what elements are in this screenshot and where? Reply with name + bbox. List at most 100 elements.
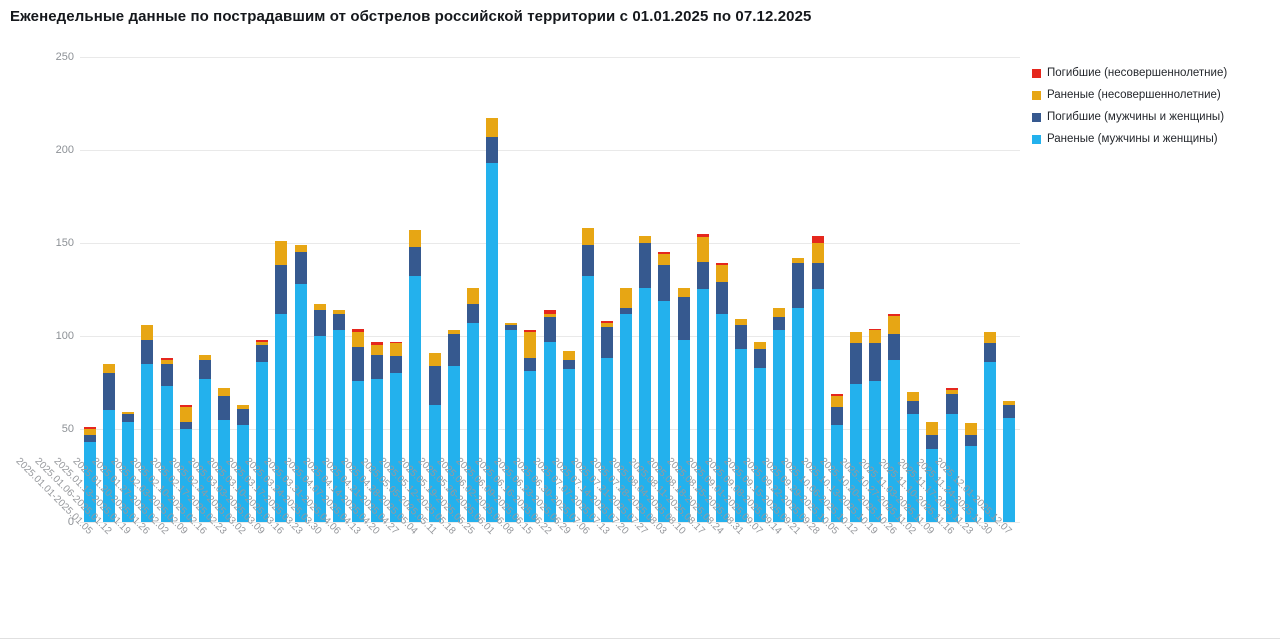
bar-segment[interactable] [888,334,901,361]
legend-item[interactable]: Погибшие (несовершеннолетние) [1032,62,1227,84]
bar-segment[interactable] [581,244,594,277]
bar-segment[interactable] [888,360,901,522]
bar-segment[interactable] [715,313,728,522]
bar-segment[interactable] [600,321,613,323]
bar-segment[interactable] [543,317,556,342]
bar-2025.01.13-2025.01.19[interactable] [122,412,135,522]
bar-segment[interactable] [237,404,250,409]
bar-segment[interactable] [696,289,709,522]
bar-segment[interactable] [677,287,690,297]
bar-segment[interactable] [926,421,939,435]
bar-2025.04.07-2025.04.13[interactable] [352,328,365,522]
bar-segment[interactable] [983,332,996,344]
bar-2025.01.20-2025.01.26[interactable] [141,324,154,522]
bar-segment[interactable] [486,136,499,164]
bar-segment[interactable] [218,419,231,522]
bar-segment[interactable] [639,287,652,522]
bar-segment[interactable] [198,360,211,379]
bar-segment[interactable] [313,309,326,336]
bar-segment[interactable] [237,408,250,426]
bar-2025.07.21-2025.07.27[interactable] [639,235,652,522]
bar-segment[interactable] [715,265,728,283]
bar-segment[interactable] [428,365,441,405]
bar-segment[interactable] [505,322,518,325]
bar-2025.02.17-2025.02.23[interactable] [218,388,231,522]
bar-segment[interactable] [734,349,747,522]
bar-segment[interactable] [658,300,671,522]
bar-segment[interactable] [505,324,518,331]
bar-segment[interactable] [696,233,709,238]
bar-segment[interactable] [160,363,173,387]
bar-segment[interactable] [543,341,556,522]
bar-segment[interactable] [122,414,135,422]
bar-segment[interactable] [945,414,958,522]
bar-2025.06.23-2025.06.29[interactable] [562,350,575,522]
bar-2025.03.03-2025.03.09[interactable] [256,339,269,522]
bar-2025.03.10-2025.03.16[interactable] [275,241,288,522]
bar-segment[interactable] [1003,401,1015,405]
bar-segment[interactable] [486,118,499,137]
bar-segment[interactable] [620,308,633,314]
bar-segment[interactable] [313,335,326,522]
bar-2025.02.10-2025.02.16[interactable] [198,354,211,522]
bar-segment[interactable] [141,339,154,364]
bar-2025.11.24-2025.11.30[interactable] [983,332,996,522]
bar-segment[interactable] [294,244,307,253]
bar-segment[interactable] [447,330,460,335]
bar-2025.12.01-2025.12.07[interactable] [1003,401,1015,522]
bar-segment[interactable] [160,360,173,364]
bar-2025.08.04-2025.08.10[interactable] [677,287,690,522]
bar-segment[interactable] [160,386,173,522]
bar-segment[interactable] [84,427,96,429]
bar-segment[interactable] [390,373,403,522]
bar-segment[interactable] [1003,417,1015,522]
bar-2025.03.31-2025.04.06[interactable] [332,309,345,522]
bar-segment[interactable] [466,287,479,305]
bar-segment[interactable] [332,330,345,522]
bar-segment[interactable] [945,389,958,394]
bar-segment[interactable] [734,324,747,350]
bar-segment[interactable] [907,391,920,402]
bar-segment[interactable] [926,449,939,522]
bar-segment[interactable] [581,276,594,522]
bar-segment[interactable] [562,360,575,370]
bar-segment[interactable] [658,252,671,255]
bar-segment[interactable] [524,330,537,333]
bar-2025.01.01-2025.01.05[interactable] [84,427,96,522]
bar-segment[interactable] [122,421,135,522]
bar-2025.03.24-2025.03.30[interactable] [313,304,326,522]
bar-segment[interactable] [256,362,269,522]
bar-segment[interactable] [524,332,537,359]
bar-segment[interactable] [562,350,575,361]
legend-item[interactable]: Раненые (мужчины и женщины) [1032,128,1227,150]
bar-segment[interactable] [294,252,307,284]
bar-segment[interactable] [84,442,96,522]
bar-segment[interactable] [658,265,671,301]
bar-segment[interactable] [179,428,192,522]
bar-segment[interactable] [428,404,441,522]
bar-segment[interactable] [715,282,728,314]
bar-segment[interactable] [849,384,862,522]
legend-item[interactable]: Погибшие (мужчины и женщины) [1032,106,1227,128]
bar-segment[interactable] [198,354,211,361]
bar-segment[interactable] [256,339,269,342]
bar-segment[interactable] [218,388,231,396]
bar-segment[interactable] [122,412,135,415]
bar-segment[interactable] [294,283,307,522]
bar-segment[interactable] [409,246,422,277]
bar-segment[interactable] [983,362,996,522]
bar-segment[interactable] [256,341,269,346]
bar-2025.08.11-2025.08.17[interactable] [696,233,709,522]
bar-segment[interactable] [945,388,958,390]
bar-2025.06.16-2025.06.22[interactable] [543,309,556,522]
bar-segment[interactable] [868,380,881,522]
bar-segment[interactable] [371,345,384,355]
legend-item[interactable]: Раненые (несовершеннолетние) [1032,84,1227,106]
bar-segment[interactable] [256,345,269,363]
bar-2025.09.15-2025.09.21[interactable] [792,257,805,522]
bar-segment[interactable] [486,163,499,522]
bar-2025.06.30-2025.07.06[interactable] [581,228,594,522]
bar-segment[interactable] [103,363,116,374]
bar-2025.01.27-2025.02.02[interactable] [160,358,173,522]
bar-segment[interactable] [792,257,805,264]
